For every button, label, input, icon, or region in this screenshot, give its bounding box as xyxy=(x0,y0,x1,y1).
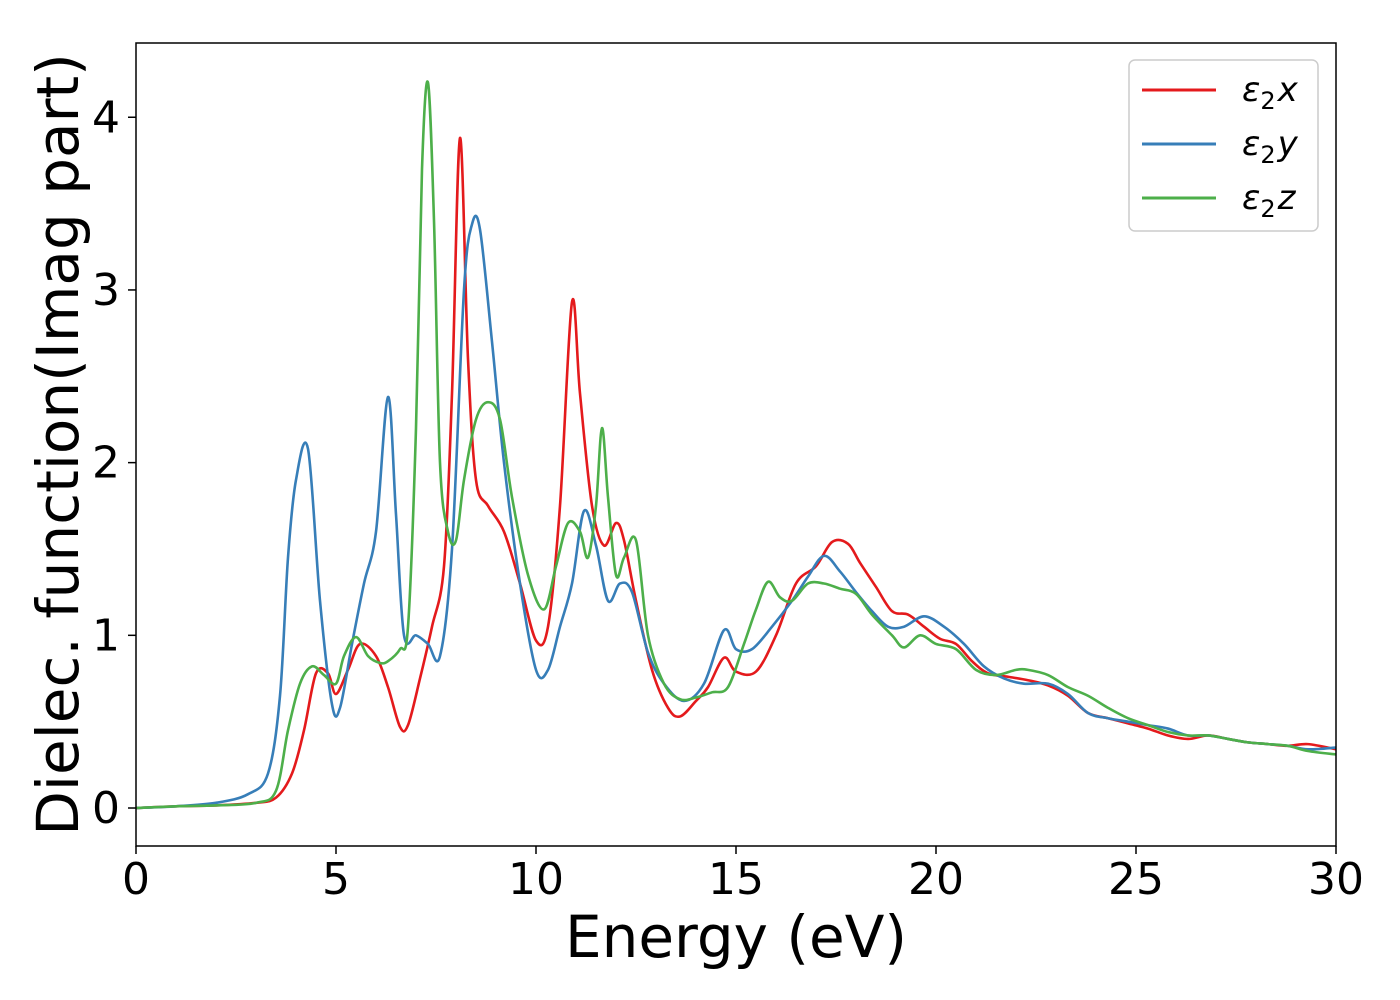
y-tick-label: 0 xyxy=(92,783,120,834)
x-tick-label: 25 xyxy=(1108,854,1164,905)
series-line-y xyxy=(136,214,1336,810)
ticks-layer: 0 5 10 15 20 25 30 0 1 2 3 4 xyxy=(92,92,1364,905)
legend-label-subscript: 2 xyxy=(1260,87,1275,115)
series-line-z xyxy=(136,80,1336,810)
y-axis-label: Dielec. function(Imag part) xyxy=(24,53,92,836)
y-tick-label: 3 xyxy=(92,265,120,316)
legend-label-suffix: z xyxy=(1277,178,1297,218)
legend-label-suffix: y xyxy=(1277,124,1299,164)
legend-box xyxy=(1128,59,1319,232)
legend-label-subscript: 2 xyxy=(1260,195,1275,223)
legend-label-subscript: 2 xyxy=(1260,141,1275,169)
series-line-x xyxy=(136,136,1336,810)
legend-label-x: ε2x xyxy=(1242,70,1299,115)
x-axis-label: Energy (eV) xyxy=(565,903,907,971)
y-tick-label: 4 xyxy=(92,92,120,143)
legend-label-z: ε2z xyxy=(1242,178,1297,223)
legend-label-main: ε xyxy=(1242,70,1260,110)
x-tick-label: 30 xyxy=(1308,854,1364,905)
legend-label-main: ε xyxy=(1242,178,1260,218)
y-tick-label: 2 xyxy=(92,438,120,489)
series-layer xyxy=(136,80,1336,810)
legend-label-main: ε xyxy=(1242,124,1260,164)
x-tick-label: 10 xyxy=(508,854,564,905)
x-tick-label: 0 xyxy=(122,854,150,905)
x-tick-label: 5 xyxy=(322,854,350,905)
legend-label-suffix: x xyxy=(1277,70,1299,110)
x-tick-label: 20 xyxy=(908,854,964,905)
x-tick-label: 15 xyxy=(708,854,764,905)
legend-label-y: ε2y xyxy=(1242,124,1299,169)
y-tick-label: 1 xyxy=(92,610,120,661)
